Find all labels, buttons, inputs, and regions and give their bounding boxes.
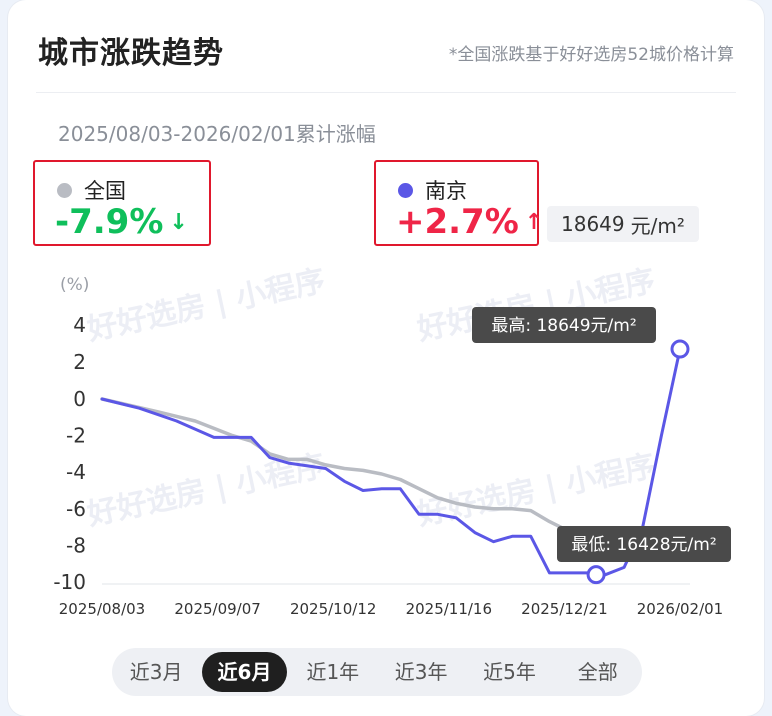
nanjing-legend-dot [398, 182, 413, 198]
y-tick-3: -2 [66, 424, 86, 448]
min-point-marker [586, 565, 606, 585]
min-tooltip-bg [557, 526, 731, 562]
nanjing-change: +2.7% ↑ [396, 202, 543, 242]
x-tick-0: 2025/08/03 [59, 600, 145, 618]
y-tick-0: 4 [73, 313, 86, 337]
current-price-unit: 元/m² [630, 213, 685, 238]
y-tick-4: -4 [66, 460, 86, 484]
tab-3[interactable]: 近3年 [394, 660, 448, 684]
nanjing-name: 南京 [425, 179, 467, 203]
y-tick-1: 2 [73, 350, 86, 374]
arrow-up-icon: ↑ [524, 209, 544, 235]
min-tooltip-text: 最低: 16428元/m² [571, 535, 716, 555]
watermark-3: 好好选房 | 小程序 [413, 448, 658, 533]
national-legend-dot [57, 182, 72, 198]
period-selector[interactable]: 近3月 近6月 近1年 近3年 近5年 全部 [112, 648, 642, 696]
arrow-down-icon: ↓ [169, 209, 188, 235]
card-title: 城市涨跌趋势 [38, 36, 224, 71]
tab-0[interactable]: 近3月 [129, 660, 183, 684]
current-price-chip: 18649 元/m² [547, 206, 699, 242]
tab-1[interactable]: 近6月 [202, 652, 287, 692]
trend-card: 城市涨跌趋势 *全国涨跌基于好好选房52城价格计算 2025/08/03-202… [8, 0, 764, 716]
watermark-0: 好好选房 | 小程序 [83, 263, 328, 348]
max-tooltip-text: 最高: 18649元/m² [491, 316, 636, 336]
y-tick-5: -6 [66, 497, 86, 521]
date-range-label: 2025/08/03-2026/02/01累计涨幅 [58, 122, 376, 146]
nanjing-change-value: +2.7% [396, 202, 519, 242]
y-tick-2: 0 [73, 387, 86, 411]
national-stat[interactable]: 全国 -7.9% ↓ [33, 160, 211, 246]
y-tick-7: -10 [53, 570, 86, 594]
y-unit-label: (%) [60, 275, 89, 295]
tab-4[interactable]: 近5年 [483, 660, 536, 684]
tab-5[interactable]: 全部 [577, 660, 618, 684]
national-change: -7.9% ↓ [55, 202, 188, 242]
national-name: 全国 [84, 179, 126, 203]
x-tick-1: 2025/09/07 [174, 600, 260, 618]
y-tick-6: -8 [66, 533, 86, 557]
max-point-marker [670, 339, 690, 359]
x-tick-3: 2025/11/16 [406, 600, 492, 618]
nanjing-stat[interactable]: 南京 +2.7% ↑ [374, 160, 543, 246]
x-tick-5: 2026/02/01 [637, 600, 723, 618]
footnote: *全国涨跌基于好好选房52城价格计算 [448, 45, 734, 65]
current-price-value: 18649 [561, 212, 625, 236]
tab-2[interactable]: 近1年 [306, 660, 360, 684]
x-tick-2: 2025/10/12 [290, 600, 376, 618]
national-change-value: -7.9% [55, 202, 164, 242]
x-tick-4: 2025/12/21 [521, 600, 607, 618]
max-tooltip-bg [472, 307, 656, 343]
divider [36, 92, 736, 93]
